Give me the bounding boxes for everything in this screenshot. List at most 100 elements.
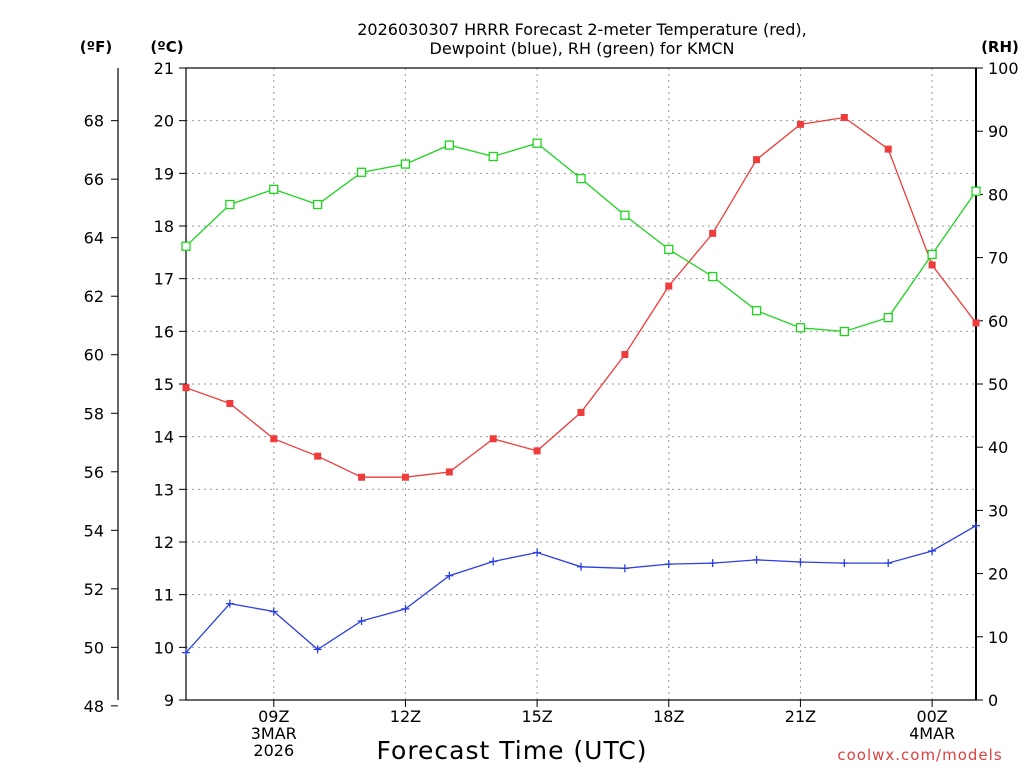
fahrenheit-tick-label: 62 — [84, 287, 104, 306]
temperature-point — [709, 229, 717, 237]
x-tick-label: 12Z — [390, 707, 421, 726]
dewpoint-point — [840, 559, 849, 568]
dewpoint-point — [884, 559, 893, 568]
x-tick-label: 15Z — [521, 707, 552, 726]
credit-label: coolwx.com/models — [837, 746, 1002, 764]
temperature-point — [445, 468, 453, 476]
dewpoint-point — [928, 546, 937, 555]
dewpoint-point — [269, 607, 278, 616]
rh-point — [488, 151, 498, 162]
dewpoint-point — [313, 645, 322, 654]
series-line-rh — [185, 142, 977, 333]
rh-point — [225, 199, 235, 210]
rh-tick-label: 50 — [988, 375, 1008, 394]
rh-point — [620, 210, 630, 220]
rh-point — [532, 138, 542, 148]
series-line-dewpoint — [185, 525, 977, 654]
temperature-point — [577, 408, 585, 416]
series-layer — [181, 114, 981, 657]
fahrenheit-tick-label: 52 — [84, 580, 104, 599]
chart-title-line2: Dewpoint (blue), RH (green) for KMCN — [430, 39, 735, 58]
temperature-point — [533, 447, 541, 455]
celsius-tick-label: 17 — [154, 270, 174, 289]
series-line-temperature — [185, 116, 977, 478]
rh-point — [971, 186, 981, 196]
temperature-point — [358, 473, 366, 481]
temperature-point — [665, 282, 673, 290]
temperature-point — [928, 261, 936, 269]
rh-point — [313, 199, 323, 210]
rh-point — [708, 271, 718, 282]
rh-tick-label: 0 — [988, 691, 998, 710]
x-tick-label: 2026 — [253, 741, 294, 760]
rh-point — [795, 323, 806, 333]
x-tick-label: 3MAR — [251, 724, 297, 743]
rh-point — [927, 249, 937, 260]
fahrenheit-tick-label: 60 — [84, 346, 104, 365]
temperature-point — [753, 156, 761, 164]
dewpoint-point — [357, 617, 366, 625]
rh-point — [839, 326, 849, 337]
rh-point — [883, 312, 893, 323]
fahrenheit-tick-label: 64 — [84, 229, 104, 248]
fahrenheit-tick-label: 48 — [84, 697, 104, 716]
rh-point — [444, 140, 454, 150]
rh-point — [356, 167, 367, 177]
dewpoint-point — [620, 564, 629, 573]
temperature-point — [840, 114, 848, 122]
rh-tick-label: 80 — [988, 185, 1008, 204]
x-tick-label: 09Z — [258, 707, 289, 726]
rh-point — [269, 184, 279, 194]
fahrenheit-tick-label: 66 — [84, 170, 104, 189]
celsius-unit-label: (ºC) — [150, 38, 183, 56]
celsius-tick-label: 10 — [154, 638, 174, 657]
rh-tick-label: 90 — [988, 122, 1008, 141]
celsius-tick-label: 9 — [164, 691, 174, 710]
rh-tick-label: 40 — [988, 438, 1008, 457]
rh-point — [400, 159, 411, 169]
fahrenheit-tick-label: 68 — [84, 112, 104, 131]
dewpoint-point — [664, 560, 673, 569]
plot-frame — [185, 67, 977, 701]
rh-tick-label: 70 — [988, 249, 1008, 268]
celsius-tick-label: 18 — [154, 217, 174, 236]
temperature-point — [226, 399, 234, 407]
dewpoint-point — [401, 604, 410, 613]
x-tick-label: 00Z — [916, 707, 947, 726]
rh-tick-label: 10 — [988, 628, 1008, 647]
grid-layer — [186, 68, 976, 700]
rh-tick-label: 20 — [988, 565, 1008, 584]
x-axis-label: Forecast Time (UTC) — [377, 736, 648, 765]
rh-point — [576, 173, 586, 184]
dewpoint-point — [225, 599, 234, 608]
celsius-tick-label: 14 — [154, 428, 174, 447]
fahrenheit-unit-label: (ºF) — [80, 38, 112, 56]
rh-point — [181, 241, 191, 251]
celsius-tick-label: 13 — [154, 480, 174, 499]
dewpoint-point — [489, 557, 498, 566]
axis-layer: 9 10 11 12 13 14 15 16 17 18 19 20 21 48 50 52 54 56 58 60 6… — [84, 59, 1019, 760]
temperature-point — [182, 384, 190, 392]
rh-tick-label: 60 — [988, 312, 1008, 331]
celsius-tick-label: 20 — [154, 112, 174, 131]
x-tick-label: 18Z — [653, 707, 684, 726]
temperature-point — [489, 435, 497, 443]
rh-unit-label: (RH) — [981, 38, 1019, 56]
rh-point — [664, 244, 674, 255]
celsius-tick-label: 21 — [154, 59, 174, 78]
temperature-point — [796, 120, 804, 128]
fahrenheit-tick-label: 50 — [84, 638, 104, 657]
dewpoint-point — [972, 521, 980, 530]
fahrenheit-tick-label: 54 — [84, 521, 104, 540]
rh-tick-label: 100 — [988, 59, 1019, 78]
temperature-point — [270, 435, 278, 443]
celsius-tick-label: 19 — [154, 164, 174, 183]
temperature-point — [972, 319, 980, 327]
temperature-point — [401, 473, 409, 481]
dewpoint-point — [182, 648, 190, 657]
dewpoint-point — [708, 559, 717, 568]
celsius-tick-label: 11 — [154, 586, 174, 605]
x-tick-label: 4MAR — [909, 724, 955, 743]
rh-tick-label: 30 — [988, 501, 1008, 520]
